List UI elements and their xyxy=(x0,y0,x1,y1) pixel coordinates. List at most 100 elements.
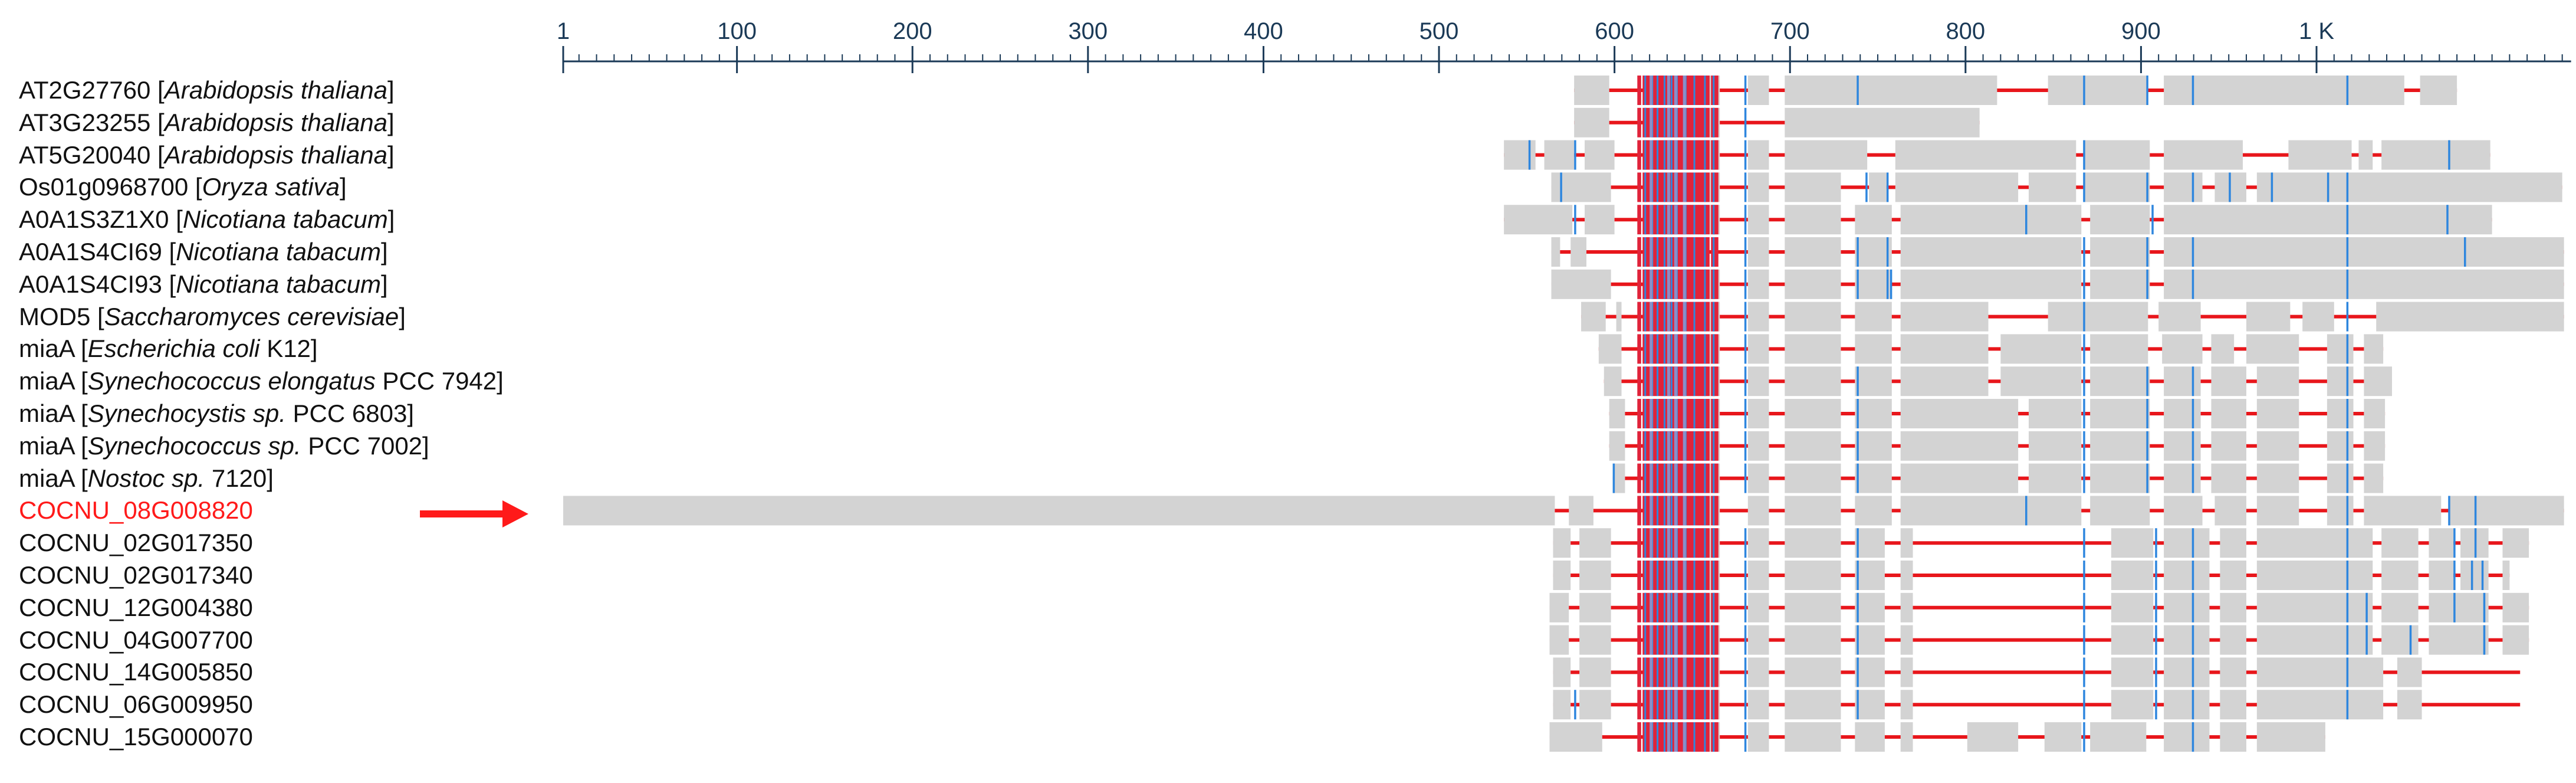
sequence-id: A0A1S4CI69 xyxy=(19,238,162,266)
mixed-column xyxy=(1674,722,1677,752)
mixed-column xyxy=(1683,237,1686,267)
conserved-column xyxy=(1695,172,1700,202)
variable-position xyxy=(2483,592,2486,623)
conserved-column xyxy=(1698,205,1703,235)
conserved-column xyxy=(1646,366,1650,397)
aligned-block xyxy=(1598,334,1622,364)
ruler-tick-label: 700 xyxy=(1770,18,1810,44)
aligned-block xyxy=(1869,172,1887,202)
variable-position xyxy=(2346,592,2349,623)
aligned-block xyxy=(2164,592,2210,623)
conserved-column xyxy=(1686,625,1691,655)
variable-column xyxy=(1693,657,1696,687)
aligned-block xyxy=(1900,657,1913,687)
aligned-block xyxy=(1785,366,1841,397)
variable-column xyxy=(1644,561,1647,590)
conserved-column xyxy=(1677,528,1682,558)
aligned-block xyxy=(1855,366,1892,397)
variable-column xyxy=(1663,205,1665,235)
sequence-id: A0A1S3Z1X0 xyxy=(19,205,169,234)
variable-position xyxy=(1744,722,1747,752)
aligned-block xyxy=(2090,399,2150,428)
variable-column xyxy=(1713,463,1715,493)
variable-column xyxy=(1693,366,1696,397)
aligned-block xyxy=(2111,657,2154,687)
variable-position xyxy=(2191,269,2194,299)
conserved-column xyxy=(1686,269,1691,299)
aligned-block xyxy=(1855,399,1892,428)
conserved-column xyxy=(1690,625,1694,655)
aligned-block xyxy=(1855,496,1892,526)
conserved-column xyxy=(1646,690,1650,720)
aligned-block xyxy=(1553,690,1571,720)
species-name: Saccharomyces cerevisiae xyxy=(104,302,399,330)
mixed-column xyxy=(1674,205,1677,235)
conserved-column xyxy=(1658,107,1662,137)
variable-column xyxy=(1704,172,1706,202)
aligned-block xyxy=(1549,722,1602,752)
variable-position xyxy=(2191,237,2194,267)
aligned-block xyxy=(2364,399,2386,428)
variable-column xyxy=(1644,496,1647,526)
aligned-block xyxy=(1900,463,2019,493)
variable-column xyxy=(1657,722,1659,752)
variable-position xyxy=(1857,431,1859,461)
variable-position xyxy=(1744,592,1747,623)
aligned-block xyxy=(2376,302,2564,332)
mixed-column xyxy=(1667,399,1670,428)
aligned-block xyxy=(1747,431,1769,461)
variable-column xyxy=(1693,76,1696,105)
variable-position xyxy=(2464,237,2466,267)
aligned-block xyxy=(2164,561,2210,590)
variable-column xyxy=(1704,399,1706,428)
variable-position xyxy=(1744,690,1747,720)
conserved-column xyxy=(1637,592,1641,623)
conserved-column xyxy=(1637,496,1641,526)
sequence-label: COCNU_02G017350 xyxy=(19,527,253,559)
variable-column xyxy=(1657,107,1659,137)
sequence-id: COCNU_02G017340 xyxy=(19,561,253,589)
conserved-column xyxy=(1686,657,1691,687)
variable-position xyxy=(2346,172,2349,202)
variable-position xyxy=(1744,140,1747,170)
variable-position xyxy=(2083,528,2085,558)
conserved-column xyxy=(1646,237,1650,267)
mixed-column xyxy=(1667,592,1670,623)
ruler-tick-label: 1 xyxy=(557,18,570,44)
conserved-column xyxy=(1646,625,1650,655)
aligned-block xyxy=(1855,561,1885,590)
conserved-column xyxy=(1637,690,1641,720)
aligned-block xyxy=(2111,690,2154,720)
conserved-column xyxy=(1698,76,1703,105)
aligned-block xyxy=(1569,496,1593,526)
strain-name: K12 xyxy=(267,335,311,363)
conserved-column xyxy=(1646,561,1650,590)
aligned-block xyxy=(1504,205,1573,235)
variable-position xyxy=(1886,237,1889,267)
variable-position xyxy=(2146,237,2148,267)
variable-column xyxy=(1713,140,1715,170)
aligned-block xyxy=(2162,334,2203,364)
mixed-column xyxy=(1674,463,1677,493)
aligned-block xyxy=(1579,625,1611,655)
aligned-block xyxy=(2256,625,2373,655)
conserved-column xyxy=(1714,334,1719,364)
aligned-block xyxy=(2502,592,2529,623)
conserved-column xyxy=(1637,172,1641,202)
aligned-block xyxy=(2429,561,2454,590)
variable-column xyxy=(1713,399,1715,428)
conserved-column xyxy=(1653,107,1657,137)
variable-position xyxy=(2271,172,2273,202)
variable-column xyxy=(1663,172,1665,202)
conserved-column xyxy=(1686,722,1691,752)
aligned-block xyxy=(1504,140,1536,170)
conserved-column xyxy=(1706,496,1710,526)
conserved-column xyxy=(1686,561,1691,590)
variable-position xyxy=(2446,205,2449,235)
aligned-block xyxy=(1747,237,1769,267)
sequence-id: COCNU_08G008820 xyxy=(19,496,253,525)
variable-position xyxy=(2365,592,2368,623)
alignment-row xyxy=(1549,625,2529,655)
species-name: Nicotiana tabacum xyxy=(176,238,382,266)
variable-column xyxy=(1693,269,1696,299)
